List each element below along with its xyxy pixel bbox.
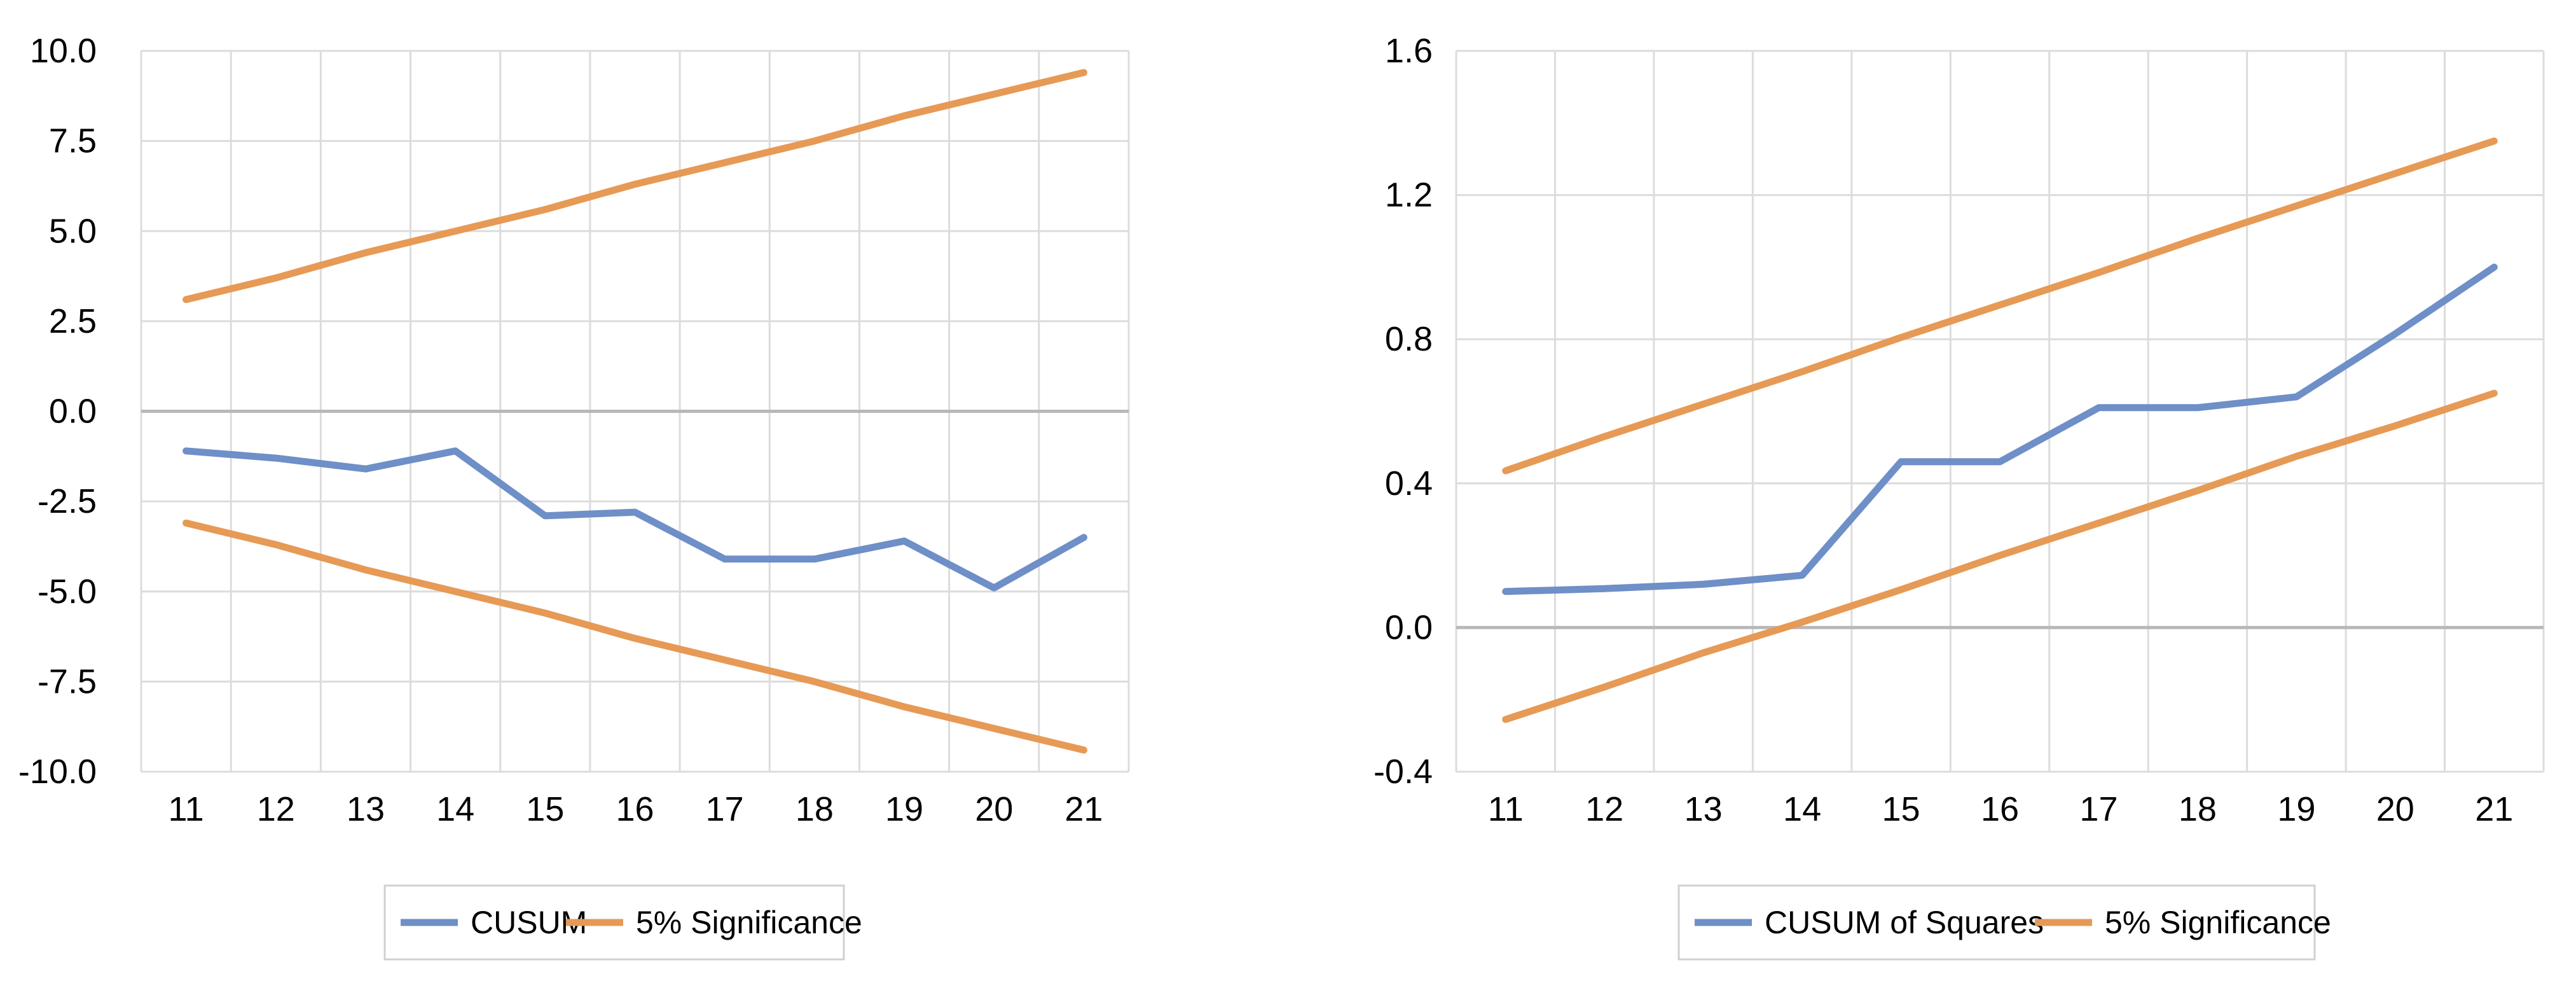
- y-tick-label: -2.5: [38, 482, 97, 520]
- x-axis: 11 12 13 14 15 16 17 18 19 20 21: [1488, 790, 2514, 828]
- y-tick-label: -10.0: [18, 753, 97, 791]
- y-axis: 1.6 1.2 0.8 0.4 0.0 -0.4: [1374, 32, 1433, 791]
- x-tick-label: 15: [1882, 790, 1920, 828]
- legend-label: 5% Significance: [636, 905, 862, 940]
- y-tick-label: 7.5: [49, 122, 97, 160]
- 5-significance-lower-line: [1502, 389, 2498, 723]
- y-tick-label: 0.0: [1385, 608, 1433, 646]
- gridlines: [1455, 50, 2545, 773]
- x-tick-label: 17: [2079, 790, 2118, 828]
- legend-label: CUSUM of Squares: [1765, 905, 2044, 940]
- x-tick-label: 11: [169, 790, 204, 828]
- cusum-of-squares-chart: 1.6 1.2 0.8 0.4 0.0 -0.4 11 12 13 14 15 16 17 18 19 20 2…: [1374, 32, 2545, 961]
- y-tick-label: -0.4: [1374, 753, 1433, 791]
- y-tick-label: 0.0: [49, 393, 97, 431]
- cusum-line: [183, 447, 1087, 592]
- legend: CUSUM 5% Significance: [383, 884, 862, 961]
- y-tick-label: 10.0: [30, 32, 97, 70]
- x-tick-label: 18: [796, 790, 834, 828]
- legend-label: 5% Significance: [2105, 905, 2331, 940]
- x-tick-label: 15: [526, 790, 564, 828]
- x-tick-label: 14: [1783, 790, 1821, 828]
- cusum-of-squares-line: [1502, 263, 2498, 595]
- x-tick-label: 21: [1064, 790, 1103, 828]
- x-tick-label: 18: [2179, 790, 2217, 828]
- x-tick-label: 14: [436, 790, 474, 828]
- y-axis: 10.0 7.5 5.0 2.5 0.0 -2.5 -5.0 -7.5 -10.0: [18, 32, 97, 791]
- 5-significance-lower-line: [183, 519, 1087, 754]
- legend-box: [1677, 884, 2316, 961]
- x-tick-label: 16: [1981, 790, 2019, 828]
- y-tick-label: -7.5: [38, 662, 97, 700]
- x-tick-label: 12: [257, 790, 295, 828]
- y-tick-label: 5.0: [49, 212, 97, 250]
- cusum-chart: 10.07.55.02.50.0-2.5-5.0-7.5-10.011 12 13 1…: [18, 32, 1130, 961]
- y-tick-label: 0.8: [1385, 320, 1433, 358]
- x-tick-label: 20: [975, 790, 1013, 828]
- x-tick-label: 20: [2376, 790, 2414, 828]
- x-tick-label: 13: [1684, 790, 1723, 828]
- x-tick-label: 21: [2475, 790, 2513, 828]
- x-tick-label: 19: [2277, 790, 2315, 828]
- y-tick-label: -5.0: [38, 573, 97, 611]
- x-tick-label: 16: [616, 790, 654, 828]
- x-tick-label: 12: [1585, 790, 1623, 828]
- x-tick-label: 11: [1488, 790, 1524, 828]
- y-tick-label: 2.5: [49, 302, 97, 340]
- x-axis: 11 12 13 14 15 16 17 18 19 20 21: [169, 790, 1103, 828]
- 5-significance-line: [1502, 137, 2498, 475]
- y-tick-label: 0.4: [1385, 464, 1433, 503]
- x-tick-label: 17: [706, 790, 744, 828]
- legend: CUSUM of Squares 5% Significance: [1677, 884, 2331, 961]
- x-tick-label: 13: [347, 790, 385, 828]
- y-tick-label: 1.6: [1385, 32, 1433, 70]
- gridlines: [140, 50, 1130, 773]
- 5-significance-line: [183, 69, 1087, 303]
- y-tick-label: 1.2: [1385, 176, 1433, 214]
- x-tick-label: 19: [885, 790, 923, 828]
